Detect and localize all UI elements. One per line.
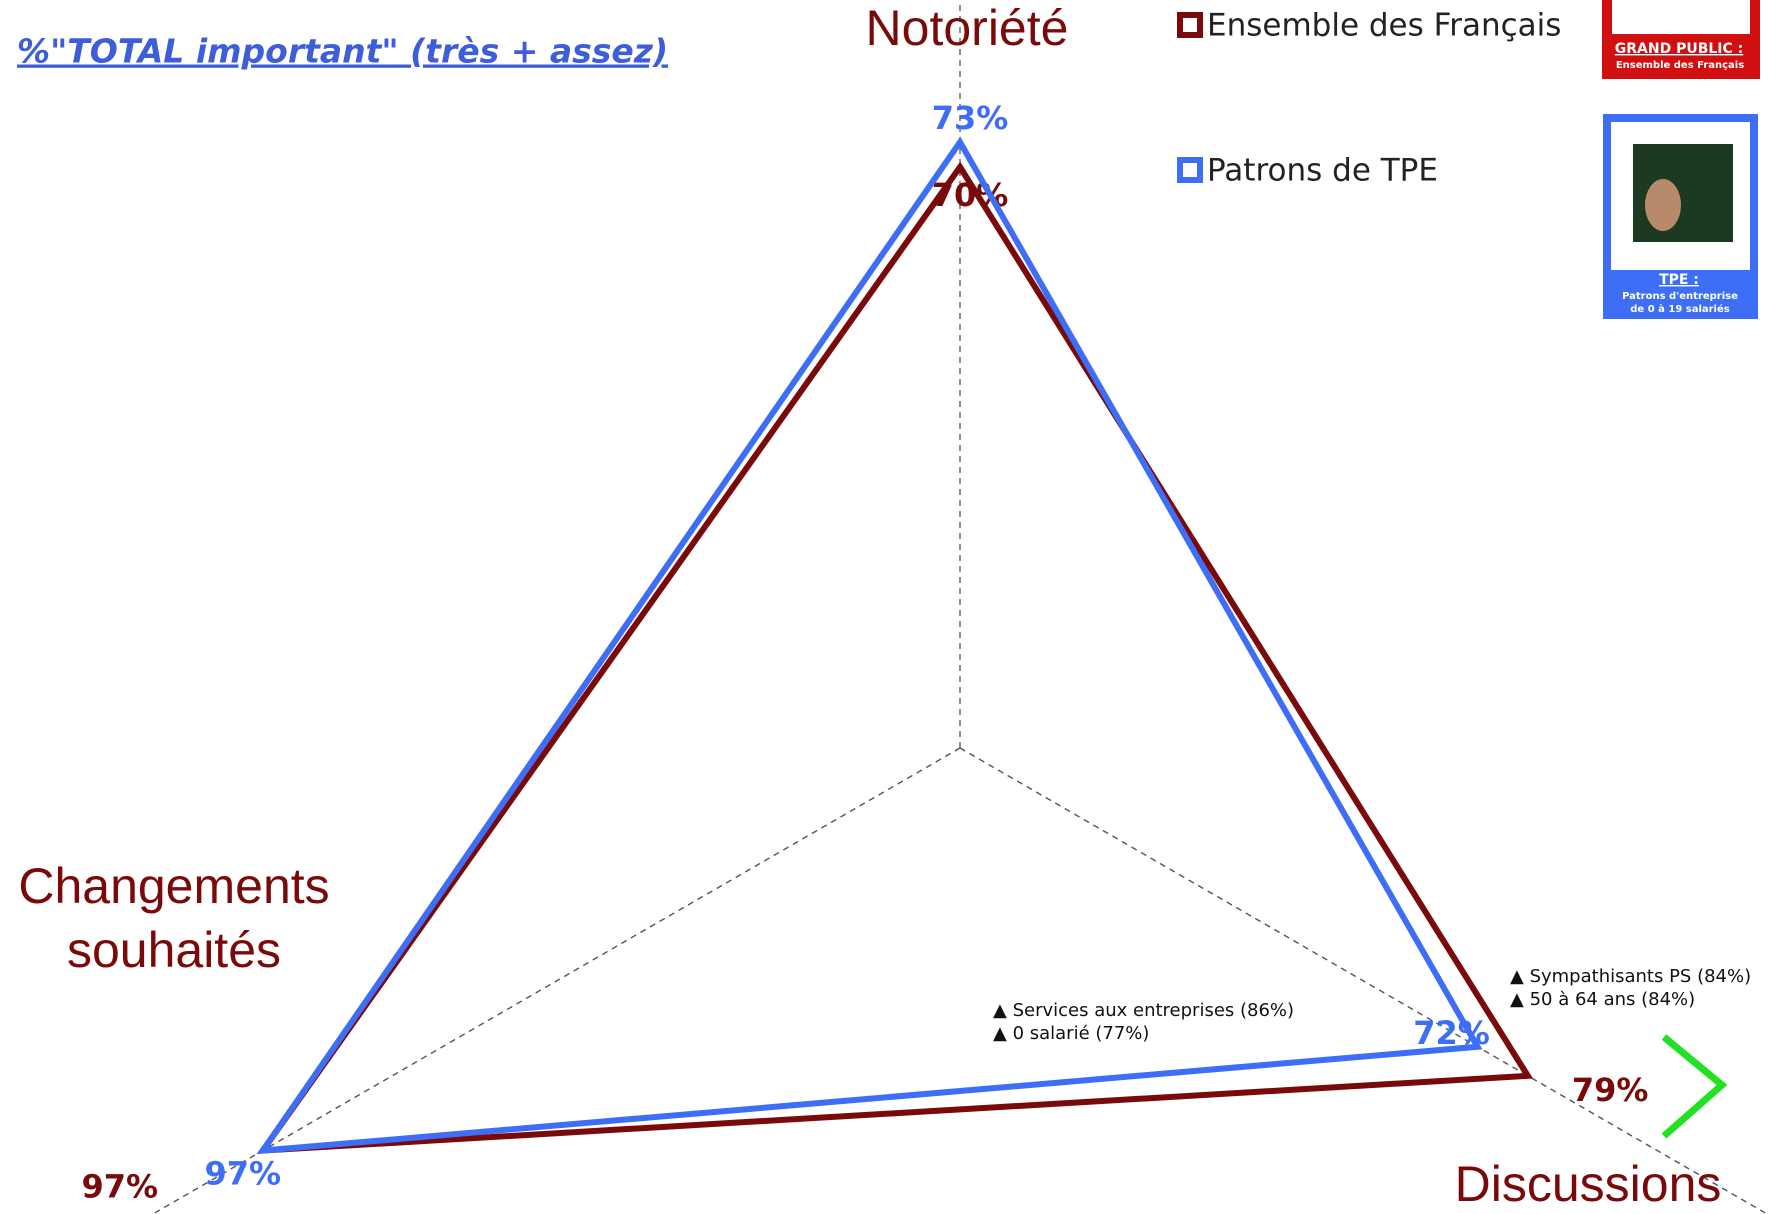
axis-line xyxy=(154,747,961,1214)
panel-photo-face xyxy=(1645,179,1681,231)
legend-swatch xyxy=(1177,157,1203,183)
category-label: Notoriété xyxy=(865,0,1069,56)
chevron xyxy=(1661,1034,1728,1139)
chart-title: %"TOTAL important" (très + assez) xyxy=(17,32,668,71)
legend-label: Ensemble des Français xyxy=(1207,8,1561,44)
annotation: ▲ 50 à 64 ans (84%) xyxy=(1510,989,1695,1010)
panel-text: de 0 à 19 salariés xyxy=(1630,303,1730,315)
series-polygon xyxy=(256,136,1483,1155)
category-label: Changements souhaités xyxy=(18,858,330,978)
value-label: 79% xyxy=(1572,1071,1649,1109)
value-label: 97% xyxy=(204,1155,281,1193)
value-label: 97% xyxy=(81,1168,158,1206)
annotation: ▲ Sympathisants PS (84%) xyxy=(1510,966,1751,987)
value-label: 72% xyxy=(1413,1014,1490,1052)
panel-title: GRAND PUBLIC : xyxy=(1615,41,1744,57)
panel-title: TPE : xyxy=(1659,272,1699,288)
annotation: ▲ 0 salarié (77%) xyxy=(993,1023,1149,1044)
panel-red-photo xyxy=(1612,0,1750,34)
panel-text: Patrons d'entreprise xyxy=(1622,291,1738,302)
legend-swatch xyxy=(1177,12,1203,38)
series-polygon xyxy=(256,161,1534,1154)
value-label: 73% xyxy=(932,99,1009,137)
annotation: ▲ Services aux entreprises (86%) xyxy=(993,1000,1294,1021)
axis-line xyxy=(959,747,1766,1214)
category-label: Discussions xyxy=(1454,1156,1722,1212)
legend-label: Patrons de TPE xyxy=(1207,153,1438,189)
panel-text: Ensemble des Français xyxy=(1616,60,1744,71)
